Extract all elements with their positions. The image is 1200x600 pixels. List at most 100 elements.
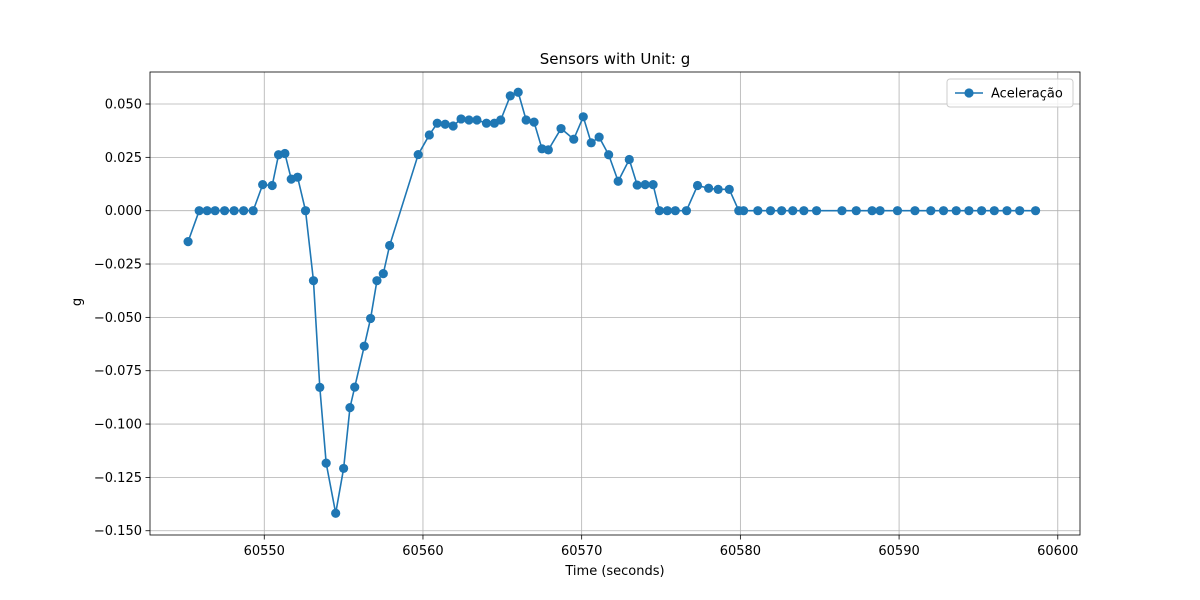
data-point: [505, 91, 515, 101]
data-point: [194, 206, 204, 216]
data-point: [183, 237, 193, 247]
data-point: [378, 269, 388, 279]
x-tick-label: 60570: [561, 544, 602, 559]
data-point: [662, 206, 672, 216]
data-point: [339, 463, 349, 474]
legend-box: [946, 78, 1074, 108]
data-point: [543, 145, 553, 155]
data-point: [586, 138, 596, 148]
data-point: [799, 206, 809, 216]
data-point: [777, 206, 787, 216]
y-tick-label: −0.150: [94, 524, 142, 539]
data-point: [989, 206, 999, 216]
data-point: [280, 148, 290, 159]
data-point: [926, 206, 936, 216]
data-point: [529, 117, 539, 127]
grid: [150, 72, 1080, 535]
data-point: [738, 206, 749, 216]
data-point: [496, 115, 506, 125]
data-point: [258, 180, 268, 190]
data-point: [837, 206, 847, 216]
data-point: [210, 206, 220, 216]
data-point: [556, 123, 566, 134]
data-point: [308, 276, 319, 286]
data-point: [432, 118, 442, 128]
data-point: [594, 132, 604, 142]
data-point: [239, 206, 249, 216]
y-tick-label: 0.050: [105, 98, 142, 113]
data-point: [648, 180, 658, 190]
data-point: [292, 172, 303, 182]
data-point: [202, 206, 212, 216]
data-point: [910, 206, 920, 216]
data-point: [811, 206, 822, 216]
data-point: [521, 115, 531, 125]
y-axis-label: g: [70, 298, 85, 306]
data-point: [350, 382, 360, 392]
data-point: [267, 180, 277, 191]
data-point: [331, 508, 341, 518]
data-point: [229, 206, 239, 216]
data-point: [578, 112, 588, 122]
x-tick-label: 60600: [1037, 544, 1078, 559]
chart-title: Sensors with Unit: g: [540, 50, 690, 68]
x-tick-label: 60590: [878, 544, 919, 559]
data-point: [464, 115, 474, 125]
y-tick-label: 0.025: [105, 151, 142, 166]
data-point: [640, 180, 650, 190]
axes-frame: [149, 71, 1081, 536]
data-point: [624, 154, 634, 165]
data-point: [938, 206, 949, 216]
data-point: [951, 206, 961, 216]
data-point: [867, 206, 877, 216]
y-tick-label: −0.075: [94, 364, 142, 379]
data-point: [1002, 206, 1012, 216]
data-point: [413, 149, 423, 160]
legend-label: Aceleração: [991, 87, 1063, 102]
data-point: [670, 206, 680, 216]
legend: Aceleração: [946, 78, 1074, 108]
y-tick-label: −0.050: [94, 311, 142, 326]
data-point: [851, 206, 861, 216]
data-point: [372, 276, 382, 286]
data-point: [788, 206, 798, 216]
data-point: [219, 206, 230, 216]
data-point: [753, 206, 763, 216]
data-point: [1015, 206, 1025, 216]
plot-area: [150, 72, 1080, 535]
data-point: [345, 403, 355, 413]
data-point: [385, 240, 395, 251]
data-point: [604, 150, 614, 160]
data-point: [248, 206, 258, 216]
data-point: [448, 121, 458, 131]
data-point: [321, 458, 331, 468]
data-point: [875, 206, 885, 216]
data-point: [359, 341, 369, 351]
x-axis-label: Time (seconds): [564, 564, 664, 579]
x-tick-label: 60580: [720, 544, 761, 559]
data-point: [724, 184, 734, 194]
y-tick-label: −0.100: [94, 418, 142, 433]
data-point: [1030, 206, 1041, 216]
legend-marker: [964, 88, 974, 98]
axes: 60550 60560 60570 60580 60590 60600 0.050 0.025…: [94, 71, 1081, 559]
data-point: [365, 313, 376, 324]
data-point: [456, 114, 466, 124]
y-tick-label: 0.000: [105, 204, 142, 219]
data-point: [440, 119, 450, 129]
y-tick-label: −0.025: [94, 258, 142, 273]
data-point: [481, 118, 492, 128]
data-point: [613, 176, 623, 186]
x-tick-label: 60550: [244, 544, 285, 559]
data-point: [300, 206, 311, 216]
data-point: [713, 184, 723, 194]
data-point: [472, 115, 482, 125]
data-point: [765, 206, 776, 216]
data-point: [654, 206, 665, 216]
y-tick-label: −0.125: [94, 471, 142, 486]
data-point: [964, 206, 974, 216]
x-tick-label: 60560: [402, 544, 443, 559]
data-point: [681, 206, 692, 216]
